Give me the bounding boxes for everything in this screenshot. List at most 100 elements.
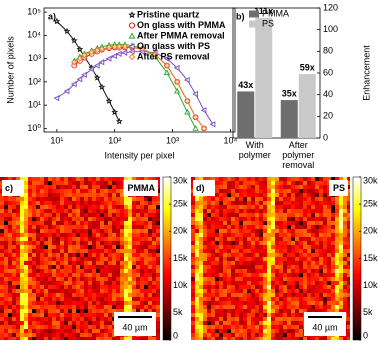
image-pixel	[219, 285, 223, 289]
image-pixel	[12, 277, 16, 281]
data-point	[211, 122, 215, 127]
image-pixel	[267, 337, 271, 340]
image-pixel	[247, 225, 251, 229]
image-pixel	[199, 273, 203, 277]
image-pixel	[239, 181, 243, 185]
image-pixel	[124, 261, 128, 265]
image-pixel	[144, 281, 148, 285]
image-pixel	[104, 293, 108, 297]
image-pixel	[48, 285, 52, 289]
image-pixel	[223, 193, 227, 197]
image-pixel	[56, 241, 60, 245]
image-pixel	[223, 261, 227, 265]
image-pixel	[339, 253, 343, 257]
image-pixel	[223, 293, 227, 297]
image-pixel	[44, 313, 48, 317]
image-pixel	[96, 337, 100, 340]
image-pixel	[44, 217, 48, 221]
image-pixel	[68, 269, 72, 273]
image-pixel	[279, 229, 283, 233]
image-pixel	[116, 205, 120, 209]
image-pixel	[227, 201, 231, 205]
image-pixel	[140, 293, 144, 297]
image-pixel	[231, 185, 235, 189]
image-pixel	[16, 201, 20, 205]
image-pixel	[263, 229, 267, 233]
image-pixel	[235, 221, 239, 225]
image-pixel	[28, 337, 32, 340]
image-pixel	[315, 253, 319, 257]
image-pixel	[199, 257, 203, 261]
image-pixel	[80, 321, 84, 325]
image-pixel	[36, 205, 40, 209]
image-pixel	[92, 189, 96, 193]
image-pixel	[104, 221, 108, 225]
image-pixel	[343, 297, 347, 301]
image-pixel	[64, 249, 68, 253]
image-pixel	[84, 317, 88, 321]
image-pixel	[235, 181, 239, 185]
image-pixel	[307, 337, 311, 340]
image-pixel	[263, 313, 267, 317]
image-pixel	[128, 293, 132, 297]
y-tick-label: 60	[323, 67, 333, 77]
image-pixel	[255, 269, 259, 273]
image-pixel	[44, 197, 48, 201]
image-pixel	[84, 205, 88, 209]
image-pixel	[191, 253, 195, 257]
image-pixel	[44, 193, 48, 197]
image-pixel	[4, 333, 8, 337]
image-pixel	[96, 329, 100, 333]
image-pixel	[92, 225, 96, 229]
data-point	[95, 75, 100, 79]
image-pixel	[8, 217, 12, 221]
image-pixel	[32, 189, 36, 193]
image-pixel	[219, 257, 223, 261]
image-pixel	[92, 261, 96, 265]
image-pixel	[283, 273, 287, 277]
image-pixel	[68, 205, 72, 209]
image-pixel	[112, 273, 116, 277]
image-pixel	[148, 249, 152, 253]
image-pixel	[100, 213, 104, 217]
image-pixel	[295, 261, 299, 265]
image-pixel	[239, 281, 243, 285]
image-pixel	[60, 221, 64, 225]
image-pixel	[287, 237, 291, 241]
image-pixel	[84, 189, 88, 193]
image-pixel	[327, 201, 331, 205]
image-pixel	[251, 201, 255, 205]
image-pixel	[88, 201, 92, 205]
image-pixel	[227, 253, 231, 257]
image-pixel	[247, 213, 251, 217]
image-pixel	[291, 229, 295, 233]
image-pixel	[247, 229, 251, 233]
image-pixel	[28, 233, 32, 237]
image-pixel	[223, 217, 227, 221]
image-pixel	[140, 205, 144, 209]
image-pixel	[4, 301, 8, 305]
image-pixel	[28, 313, 32, 317]
image-pixel	[156, 317, 160, 321]
image-pixel	[251, 277, 255, 281]
image-pixel	[287, 297, 291, 301]
value-label: 35x	[282, 88, 297, 98]
image-pixel	[76, 321, 80, 325]
image-pixel	[275, 277, 279, 281]
image-pixel	[223, 177, 227, 181]
image-pixel	[120, 305, 124, 309]
image-pixel	[108, 237, 112, 241]
image-pixel	[223, 241, 227, 245]
image-pixel	[275, 337, 279, 340]
image-pixel	[215, 209, 219, 213]
image-pixel	[132, 269, 136, 273]
data-point	[107, 56, 111, 61]
image-pixel	[323, 237, 327, 241]
image-pixel	[32, 293, 36, 297]
image-pixel	[247, 321, 251, 325]
image-pixel	[128, 233, 132, 237]
image-pixel	[283, 233, 287, 237]
image-pixel	[48, 229, 52, 233]
image-pixel	[96, 249, 100, 253]
image-pixel	[315, 281, 319, 285]
